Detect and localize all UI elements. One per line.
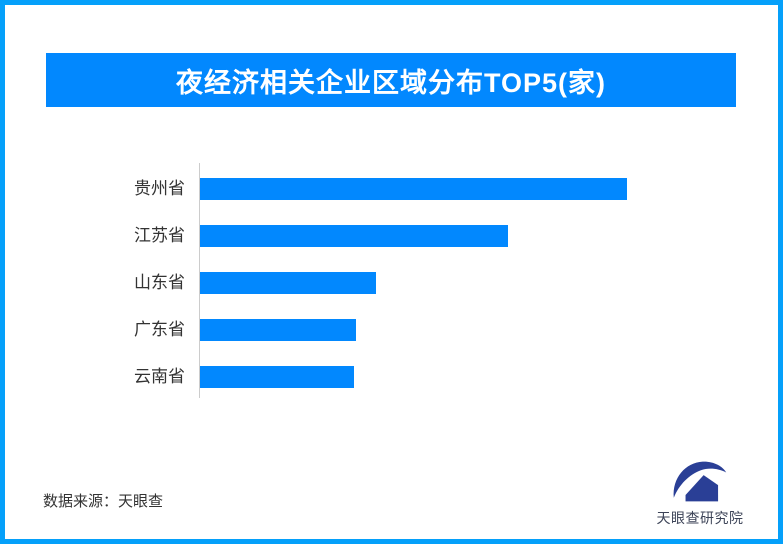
data-source-note: 数据来源：天眼查 (43, 493, 164, 510)
title-banner: 夜经济相关企业区域分布TOP5(家) (46, 53, 736, 107)
y-axis-line (199, 163, 200, 398)
chart-title: 夜经济相关企业区域分布TOP5(家) (175, 67, 606, 98)
category-label: 云南省 (134, 367, 185, 386)
bar-贵州省 (200, 178, 627, 200)
category-label: 江苏省 (134, 226, 185, 245)
category-label: 广东省 (134, 320, 185, 339)
bar-chart: 贵州省江苏省山东省广东省云南省 (0, 163, 736, 398)
brand-name: 天眼查研究院 (656, 510, 744, 526)
bar-江苏省 (200, 225, 508, 247)
bar-云南省 (200, 366, 354, 388)
tianyancha-logo-icon (673, 461, 727, 502)
brand-block: 天眼查研究院 (636, 458, 764, 530)
category-label: 山东省 (134, 273, 185, 292)
bar-广东省 (200, 319, 356, 341)
bar-山东省 (200, 272, 376, 294)
category-label: 贵州省 (134, 179, 185, 198)
